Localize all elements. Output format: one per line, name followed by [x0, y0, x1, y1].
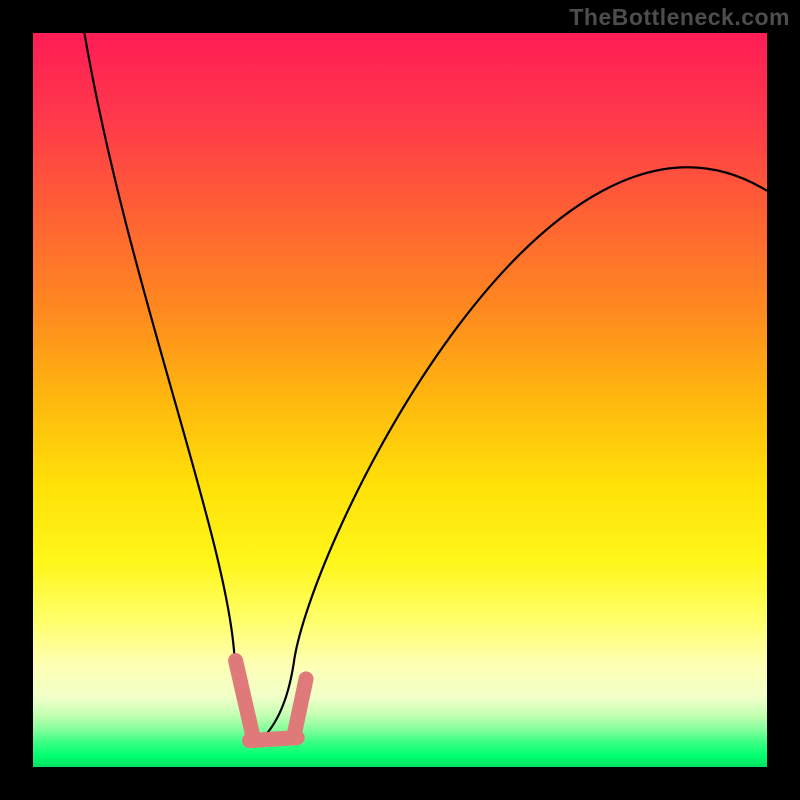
plot-gradient-background [33, 33, 767, 767]
chart-stage: TheBottleneck.com [0, 0, 800, 800]
watermark-text: TheBottleneck.com [569, 4, 790, 31]
bottleneck-chart [0, 0, 800, 800]
